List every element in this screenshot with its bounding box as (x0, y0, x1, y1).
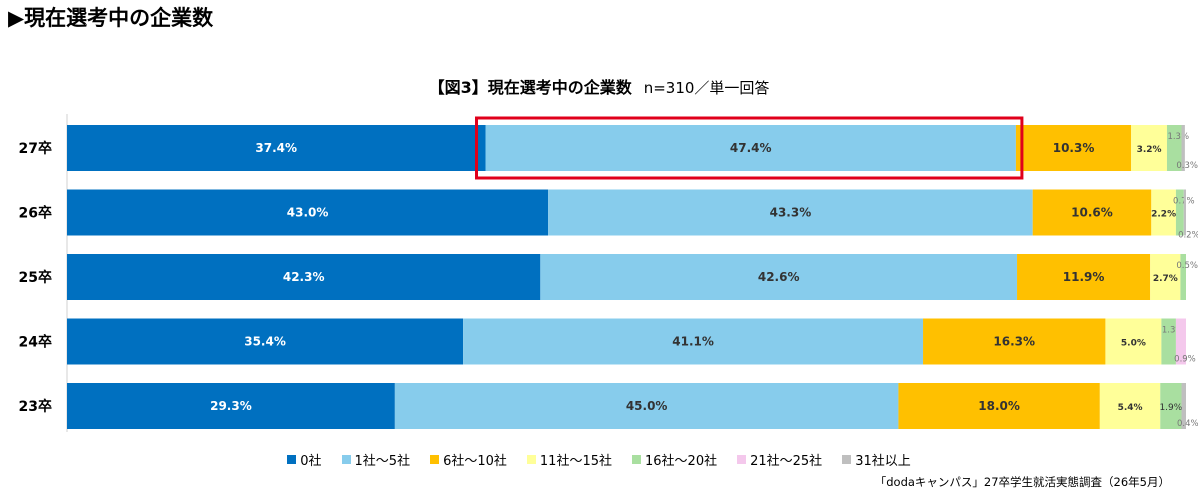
legend-label: 16社～20社 (645, 454, 718, 469)
data-label: 5.4% (1118, 403, 1143, 413)
bar-segment (67, 125, 486, 171)
data-label: 0.4% (1177, 419, 1198, 429)
legend-label: 31社以上 (855, 454, 911, 469)
data-label: 29.3% (210, 399, 252, 413)
data-label: 0.9% (1174, 355, 1196, 365)
data-label: 42.6% (758, 270, 800, 284)
data-label: 2.2% (1151, 210, 1176, 220)
bar-segment (923, 318, 1106, 365)
bar-segment (1181, 383, 1186, 429)
bar-segment (1017, 254, 1151, 300)
legend-item: 1社～5社 (341, 450, 411, 469)
bar-segment (1015, 125, 1132, 171)
bar-segment (67, 189, 549, 236)
legend-item: 6社～10社 (430, 450, 507, 469)
category-label: 24卒 (19, 334, 52, 351)
legend-label: 11社～15社 (539, 454, 612, 469)
category-label: 25卒 (19, 269, 52, 286)
data-label: 16.3% (993, 335, 1035, 349)
data-label: 3.2% (1137, 145, 1162, 155)
chart-title-row: 【図3】現在選考中の企業数 n=310／単一回答 (0, 74, 1198, 98)
bar-segment (898, 383, 1100, 429)
legend-item: 21社～25社 (737, 450, 822, 469)
bar-segment (1151, 189, 1176, 236)
bar-segment (485, 125, 1016, 171)
source-note: 「dodaキャンパス」27卒学生就活実態調査（26年5月） (874, 475, 1170, 489)
data-label: 43.0% (287, 206, 329, 220)
data-label: 35.4% (244, 335, 286, 349)
chart-legend: 0社 1社～5社 6社～10社 11社～15社 16社～20社 21社～25社 31社以上 (0, 450, 1198, 469)
bar-segment (540, 254, 1018, 300)
bar-segment (1131, 125, 1167, 171)
category-label: 27卒 (19, 140, 52, 157)
data-label: 1.3% (1167, 132, 1189, 142)
bar-segment (67, 383, 395, 429)
legend-swatch (287, 455, 297, 464)
bar-segment (1166, 125, 1182, 171)
data-label: 1.9% (1159, 403, 1182, 413)
data-label: 43.3% (770, 206, 812, 220)
legend-item: 16社～20社 (632, 450, 717, 469)
bar-segment (1105, 318, 1162, 365)
category-label: 26卒 (19, 205, 52, 222)
bar-segment (1181, 125, 1185, 171)
bar-segment (1183, 189, 1186, 236)
data-label: 2.7% (1153, 274, 1178, 284)
data-label: 37.4% (255, 141, 297, 155)
bar-segment (1160, 383, 1182, 429)
bar-segment (394, 383, 899, 429)
category-label: 23卒 (19, 398, 52, 415)
data-label: 41.1% (672, 335, 714, 349)
legend-item: 11社～15社 (526, 450, 612, 469)
page-heading: ▶現在選考中の企業数 (8, 6, 214, 30)
bar-segment (67, 318, 464, 365)
data-label: 5.0% (1121, 339, 1146, 349)
bar-segment (1161, 318, 1176, 365)
legend-label: 6社～10社 (443, 454, 507, 469)
bar-segment (463, 318, 924, 365)
legend-swatch (632, 455, 641, 464)
data-label: 10.3% (1053, 141, 1095, 155)
bar-segment (1150, 254, 1181, 300)
bar-segment (1175, 189, 1184, 236)
data-label: 1.3% (1162, 326, 1184, 336)
legend-label: 21社～25社 (750, 454, 823, 469)
data-label: 18.0% (978, 399, 1020, 413)
data-label: 0.5% (1176, 261, 1198, 271)
data-label: 0.3% (1176, 161, 1198, 171)
legend-swatch (842, 455, 852, 464)
data-label: 45.0% (626, 399, 668, 413)
bar-segment (1180, 254, 1186, 300)
bar-segment (67, 254, 541, 300)
stacked-bar-chart: 27卒 37.4% 47.4% 10.3% 3.2% 1.3% 0.3% 26卒 43.0% 43… (19, 114, 1198, 432)
legend-label: 0社 (300, 454, 322, 469)
bar-segment (548, 189, 1033, 236)
legend-item: 31社以上 (842, 450, 911, 469)
bar-segment (1032, 189, 1152, 236)
legend-swatch (341, 455, 351, 464)
data-label: 42.3% (283, 270, 325, 284)
legend-label: 1社～5社 (354, 454, 411, 469)
chart-title: 【図3】現在選考中の企業数 (428, 78, 632, 97)
bar-segment (1175, 318, 1186, 365)
data-label: 0.2% (1178, 231, 1198, 241)
legend-swatch (526, 455, 536, 464)
data-label: 10.6% (1071, 206, 1113, 220)
highlight-box (475, 116, 1024, 180)
bar-segment (1099, 383, 1161, 429)
legend-item: 0社 (287, 450, 322, 469)
data-label: 47.4% (730, 141, 772, 155)
legend-swatch (430, 455, 440, 464)
chart-note: n=310／単一回答 (643, 79, 770, 97)
data-label: 11.9% (1063, 270, 1105, 284)
legend-swatch (737, 455, 747, 464)
